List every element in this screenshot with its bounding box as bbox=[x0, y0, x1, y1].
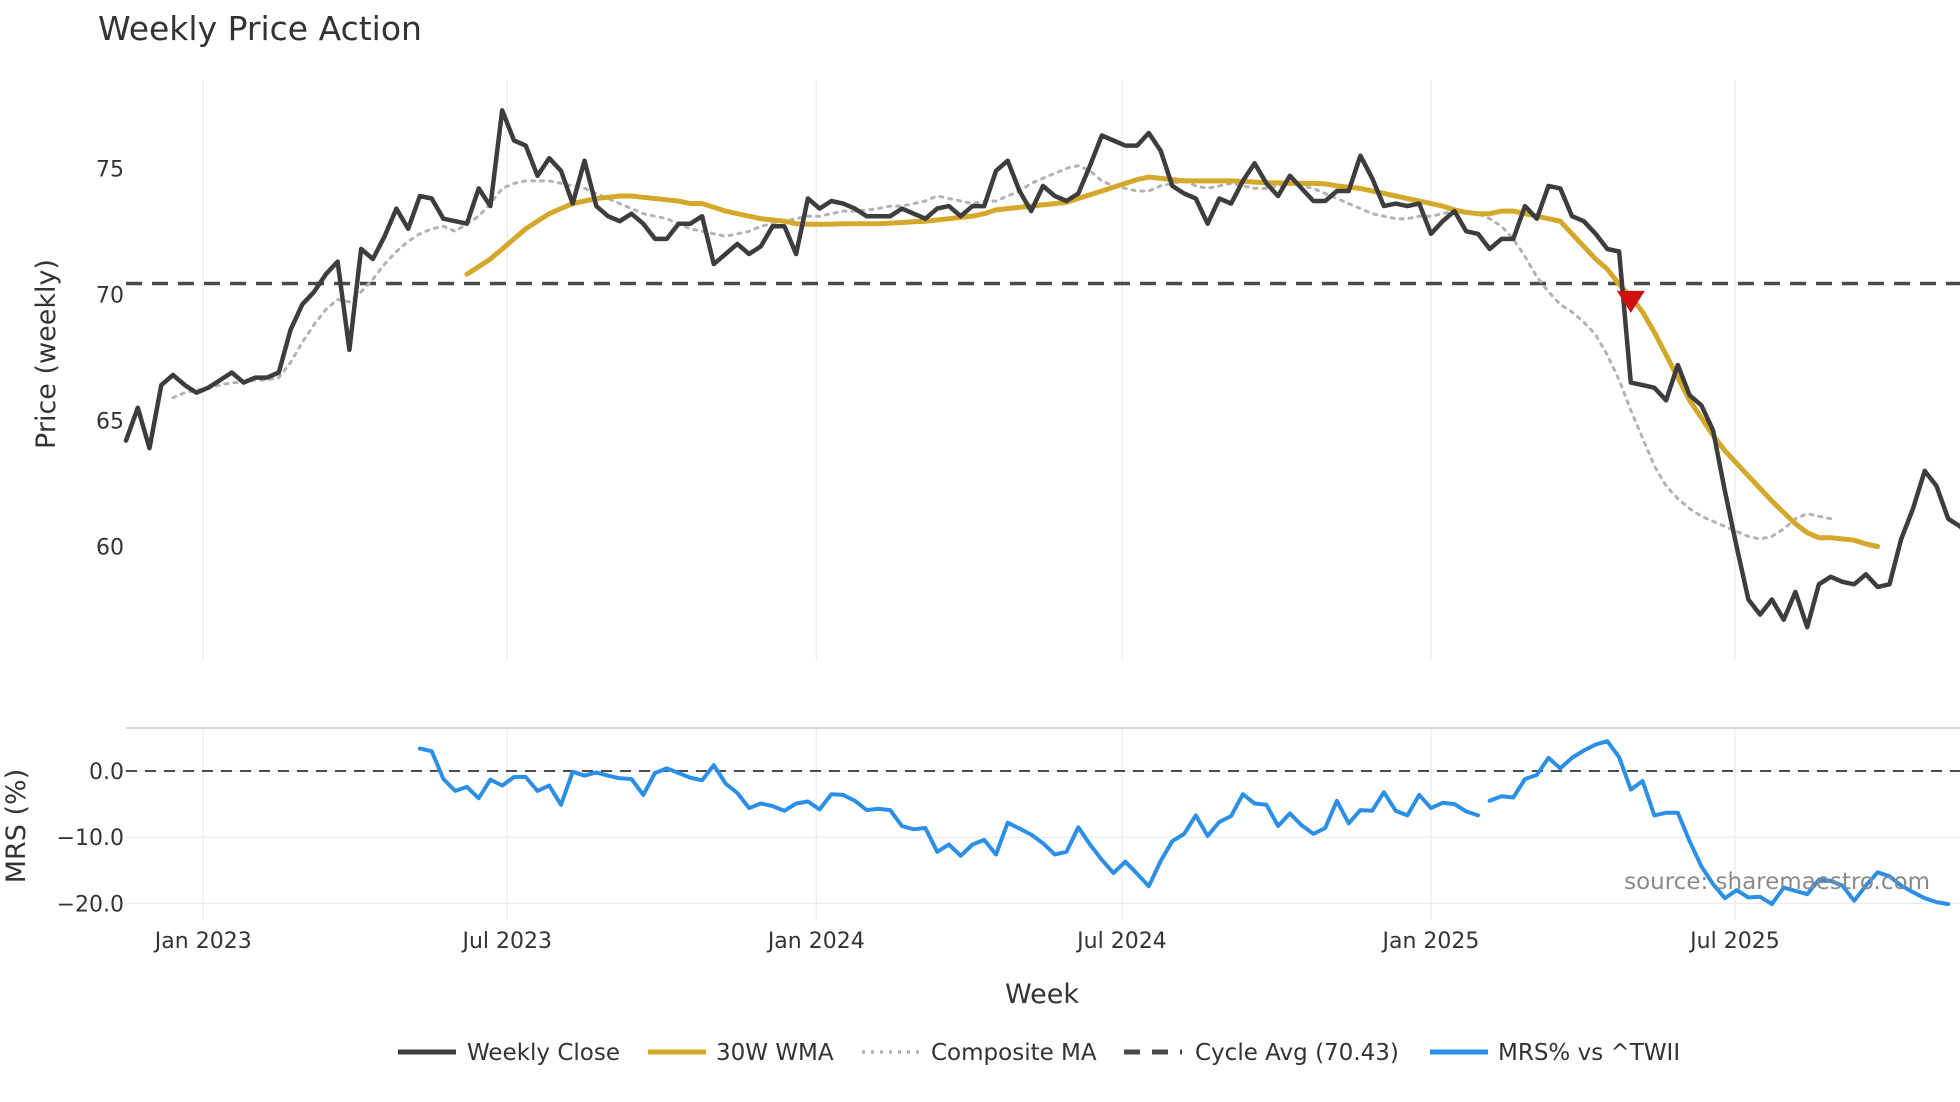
legend-label: Composite MA bbox=[931, 1040, 1097, 1066]
legend: Weekly Close 30W WMA Composite MA Cycle Avg… bbox=[398, 1040, 1680, 1066]
tick-layer: Jan 2023 Jul 2023 Jan 2024 Jul 2024 Jan 2025… bbox=[57, 157, 1780, 954]
x-tick-label: Jul 2025 bbox=[1688, 929, 1780, 954]
x-tick-label: Jul 2024 bbox=[1075, 929, 1167, 954]
price-y-axis-label: Price (weekly) bbox=[31, 259, 62, 449]
mrs-y-tick-label: −10.0 bbox=[57, 826, 124, 851]
composite-ma-line bbox=[171, 164, 1833, 541]
legend-label: MRS% vs ^TWII bbox=[1498, 1040, 1680, 1066]
x-tick-label: Jan 2025 bbox=[1381, 929, 1480, 954]
mrs-line-segment-1 bbox=[1487, 739, 1951, 907]
source-text: source: sharemaestro.com bbox=[1624, 869, 1930, 895]
legend-label: Cycle Avg (70.43) bbox=[1195, 1040, 1399, 1066]
wma-30w-line bbox=[464, 174, 1881, 549]
price-y-tick-label: 65 bbox=[96, 409, 124, 434]
reference-lines bbox=[126, 281, 1960, 772]
x-axis-label: Week bbox=[1005, 979, 1079, 1010]
series-layer bbox=[123, 108, 1960, 907]
x-tick-label: Jan 2023 bbox=[153, 929, 252, 954]
chart-title: Weekly Price Action bbox=[98, 9, 422, 48]
legend-label: Weekly Close bbox=[467, 1040, 620, 1066]
price-y-tick-label: 75 bbox=[96, 157, 124, 182]
mrs-y-tick-label: 0.0 bbox=[89, 760, 124, 785]
x-tick-label: Jul 2023 bbox=[460, 929, 552, 954]
sell-signal bbox=[1616, 290, 1645, 313]
mrs-y-tick-label: −20.0 bbox=[57, 892, 124, 917]
mrs-y-axis-label: MRS (%) bbox=[1, 769, 32, 884]
price-y-tick-label: 60 bbox=[96, 536, 124, 561]
weekly-close-line bbox=[123, 108, 1960, 630]
legend-label: 30W WMA bbox=[716, 1040, 834, 1066]
grid-layer bbox=[202, 80, 1736, 660]
mrs-line-segment-0 bbox=[417, 746, 1480, 889]
price-y-tick-label: 70 bbox=[96, 283, 124, 308]
x-tick-label: Jan 2024 bbox=[766, 929, 865, 954]
